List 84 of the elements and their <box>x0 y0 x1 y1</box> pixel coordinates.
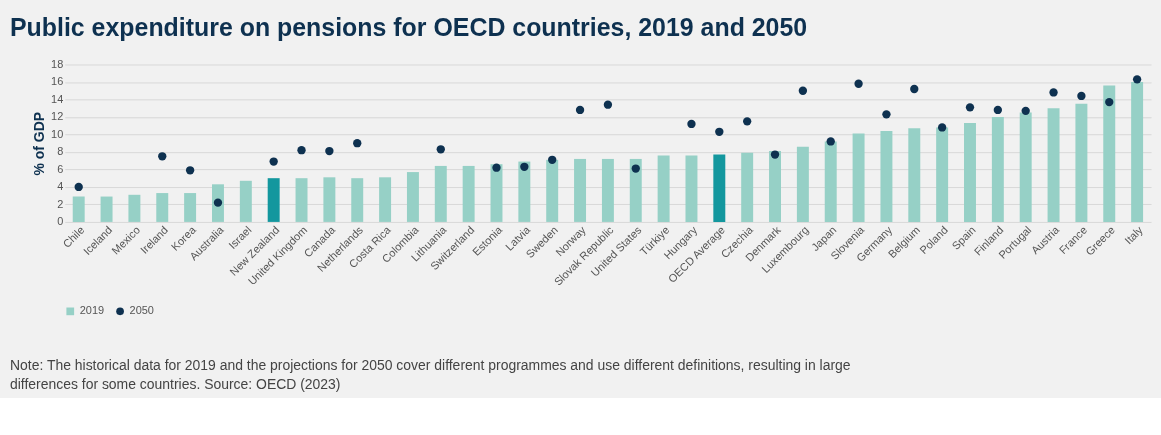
point <box>882 110 891 119</box>
point <box>965 103 975 112</box>
point <box>603 100 613 109</box>
point <box>770 150 780 159</box>
bar <box>936 127 949 222</box>
point <box>325 146 334 156</box>
point <box>1132 75 1142 84</box>
point <box>436 145 445 154</box>
point <box>269 157 278 166</box>
point <box>158 152 167 161</box>
x-tick-label: Italy <box>1122 223 1146 247</box>
bar <box>1047 108 1060 222</box>
y-tick-label: 16 <box>51 75 64 88</box>
text: Note: The historical data for 2019 and the projections for 2050 cover different programmes and use different definitions, resulting in large differences for some countries. Source: OECD (2023) <box>9 357 851 393</box>
point <box>798 86 808 95</box>
point <box>353 139 362 148</box>
bar <box>184 193 197 222</box>
bar <box>351 178 364 222</box>
point <box>1021 106 1030 115</box>
point <box>631 164 640 173</box>
y-tick-label: 0 <box>57 215 64 228</box>
point <box>297 146 306 155</box>
point <box>826 137 835 146</box>
bar <box>267 178 280 222</box>
y-axis-title: % of GDP <box>31 111 48 176</box>
point <box>854 79 863 88</box>
point <box>715 127 724 136</box>
bar <box>769 151 781 222</box>
bar <box>295 178 308 222</box>
point <box>687 119 696 129</box>
y-tick-label: 14 <box>51 92 64 105</box>
bar <box>880 130 893 222</box>
bar <box>1019 112 1032 222</box>
bar <box>574 158 587 222</box>
bar <box>72 196 85 222</box>
bar <box>796 146 809 222</box>
chart-title: Public expenditure on pensions for OECD countries, 2019 and 2050 <box>9 12 808 41</box>
point <box>937 123 947 132</box>
bar <box>434 165 447 222</box>
bar <box>713 154 726 222</box>
bar <box>1103 85 1116 222</box>
bar <box>685 155 698 222</box>
bar <box>156 193 169 222</box>
point <box>492 163 501 172</box>
y-tick-label: 2 <box>57 197 64 210</box>
point <box>520 162 529 171</box>
y-tick-label: 4 <box>57 180 64 193</box>
point <box>1077 91 1086 101</box>
bar <box>379 177 392 222</box>
bar <box>1075 103 1088 222</box>
point <box>1049 88 1058 97</box>
bar <box>128 194 141 222</box>
bar <box>239 180 252 222</box>
bar <box>406 172 419 222</box>
point <box>185 166 195 175</box>
point <box>743 117 752 126</box>
bar <box>964 123 976 222</box>
bar <box>741 152 754 222</box>
y-tick-label: 8 <box>57 145 64 158</box>
bar <box>657 155 670 222</box>
bar <box>462 165 475 222</box>
bar <box>100 196 113 222</box>
bar <box>852 133 865 222</box>
legend-label: 2019 <box>79 304 105 317</box>
point <box>74 182 83 192</box>
bar <box>991 116 1004 222</box>
bar <box>629 158 642 222</box>
bar <box>546 159 559 222</box>
bar <box>601 158 614 222</box>
legend-label: 2050 <box>129 304 154 317</box>
bar <box>518 161 531 222</box>
bar <box>824 141 837 222</box>
y-tick-label: 6 <box>57 162 64 175</box>
point <box>910 84 919 94</box>
y-tick-label: 18 <box>51 57 64 70</box>
bar <box>1131 81 1144 222</box>
y-tick-label: 12 <box>51 110 64 123</box>
point <box>1105 97 1114 107</box>
point <box>993 105 1003 115</box>
bar <box>908 128 921 222</box>
point <box>548 155 557 164</box>
bar <box>323 177 336 222</box>
point <box>575 105 585 115</box>
y-tick-label: 10 <box>51 127 64 140</box>
